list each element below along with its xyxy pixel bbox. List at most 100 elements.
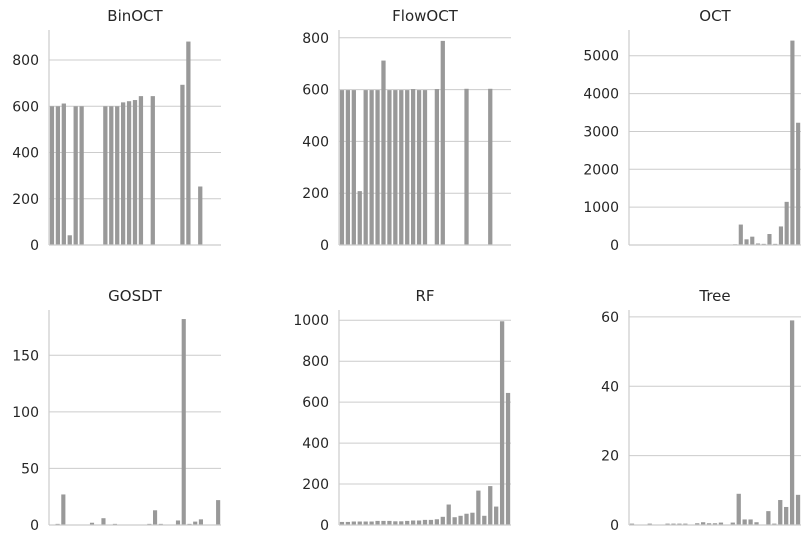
bar [345,521,351,525]
bar [138,96,144,246]
y-tick-label: 3000 [583,124,619,140]
bar [416,90,422,245]
bar [381,60,386,245]
bar [351,521,356,525]
y-tick-label: 600 [302,83,329,99]
bar [434,89,439,245]
bar [345,90,351,245]
y-tick-label: 150 [12,348,39,364]
y-tick-label: 60 [601,310,619,326]
bar [505,392,511,525]
y-tick-label: 800 [302,31,329,47]
bar [339,521,345,525]
bar [393,90,398,245]
y-tick-label: 100 [12,405,39,421]
bar [369,90,374,245]
bar [89,522,95,525]
bar [738,224,743,245]
subplot-title: RF [415,287,434,305]
bar [706,523,712,525]
bar [411,89,416,245]
bar [778,226,783,245]
bar [198,519,203,525]
bar [115,106,120,245]
subplot-title: FlowOCT [392,7,459,25]
bar [411,520,416,525]
bar [494,506,499,525]
bar [499,321,505,525]
subplot-oct: 0 1000 2000 3000 4000 5000 OCT [583,7,801,254]
bar [181,319,186,525]
bar [109,106,114,245]
bar [103,106,108,245]
subplot-rf: 0 200 400 600 800 1000 RF [293,287,511,534]
y-tick-label: 0 [30,518,39,534]
bar [730,522,735,525]
bar [750,236,755,245]
bar [405,90,410,245]
y-tick-label: 400 [302,134,329,150]
bar [339,90,345,245]
bar [766,511,771,525]
bar [387,520,392,525]
bar [452,517,457,525]
bar [49,106,55,245]
bar [482,515,487,525]
y-tick-label: 1000 [583,200,619,216]
y-tick-label: 0 [30,238,39,254]
y-tick-label: 2000 [583,162,619,178]
bar [150,96,155,246]
bar [381,520,386,525]
bar [629,523,635,525]
y-tick-label: 600 [302,395,329,411]
bar [416,520,422,525]
y-tick-label: 600 [12,99,39,115]
bar [126,101,132,245]
y-tick-label: 4000 [583,87,619,103]
bar [440,516,445,525]
bar [795,494,801,525]
bar [695,523,700,525]
bar [784,201,789,245]
bar [748,519,753,525]
subplot-title: OCT [699,7,731,25]
bar [61,103,66,246]
bar [375,520,380,525]
bar [671,523,676,525]
bar [193,521,198,525]
bar [405,520,410,525]
y-tick-label: 0 [610,238,619,254]
bar [736,493,741,525]
bar [464,513,469,525]
subplot-binoct: 0 200 400 600 800 BinOCT [12,7,221,254]
bar [712,523,718,525]
subplot-gosdt: 0 50 100 150 GOSDT [12,287,221,534]
y-tick-label: 200 [302,477,329,493]
y-tick-label: 0 [320,238,329,254]
y-tick-label: 0 [610,518,619,534]
bar [180,84,185,245]
bar [399,521,404,525]
bar [375,90,380,245]
bar [647,523,652,525]
bar [446,504,451,525]
bar [772,523,777,525]
bar [428,519,434,525]
bar [357,521,362,525]
y-tick-label: 20 [601,449,619,465]
bar [796,122,801,245]
bar [488,88,493,245]
bar [744,239,749,245]
subplot-flowoct: 0 200 400 600 800 FlowOCT [302,7,511,254]
bar [767,234,772,245]
y-tick-label: 400 [302,436,329,452]
y-tick-label: 200 [12,192,39,208]
bar [718,522,724,525]
bar [357,191,362,245]
y-tick-label: 0 [320,518,329,534]
y-tick-label: 5000 [583,49,619,65]
bar [754,522,759,525]
bar [55,106,61,245]
y-tick-label: 800 [302,354,329,370]
bar [175,520,181,525]
